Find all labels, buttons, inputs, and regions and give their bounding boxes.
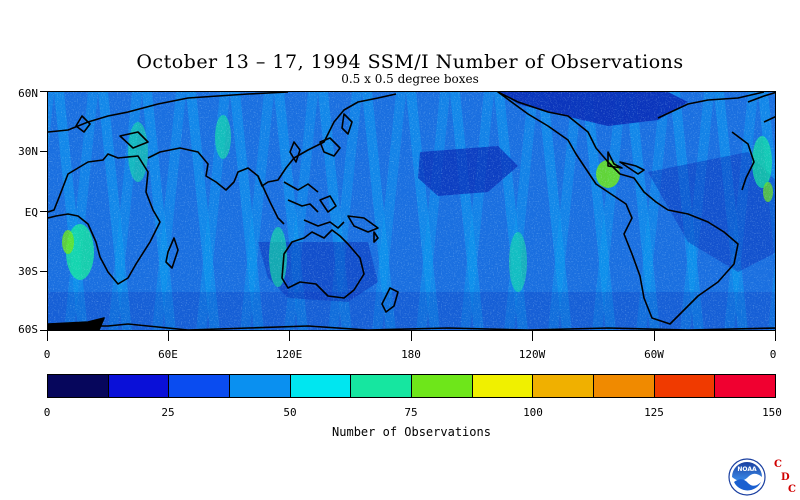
- noaa-cdc-logo[interactable]: NOAA C D C: [728, 456, 798, 498]
- lon-label-120e: 120E: [275, 348, 303, 361]
- colorbar-label-50: 50: [283, 406, 297, 419]
- noaa-text: NOAA: [737, 466, 757, 473]
- colorbar-title: Number of Observations: [332, 425, 491, 439]
- noaa-sky-icon: [732, 462, 762, 481]
- cdc-letter-c1: C: [774, 459, 782, 470]
- page-subtitle: 0.5 x 0.5 degree boxes: [341, 72, 479, 86]
- page-title: October 13 – 17, 1994 SSM/I Number of Ob…: [136, 51, 684, 73]
- colorbar-swatch-8: [533, 375, 595, 397]
- colorbar-swatch-10: [654, 375, 716, 397]
- colorbar-label-25: 25: [161, 406, 175, 419]
- map-svg: [48, 92, 775, 330]
- colorbar-swatch-11: [715, 375, 776, 397]
- lat-tick: [40, 271, 47, 272]
- colorbar-label-75: 75: [404, 406, 418, 419]
- colorbar-swatch-3: [230, 375, 291, 397]
- colorbar-swatch-1: [108, 375, 170, 397]
- lon-label-120w: 120W: [518, 348, 546, 361]
- lat-label-60n: 60N: [18, 87, 38, 100]
- lat-label-60s: 60S: [18, 323, 38, 336]
- lon-tick: [168, 331, 169, 341]
- colorbar-swatch-4: [290, 375, 352, 397]
- lon-tick: [532, 331, 533, 341]
- lat-label-30s: 30S: [18, 265, 38, 278]
- sampling-noise: [48, 92, 775, 330]
- colorbar-label-0: 0: [43, 406, 51, 419]
- lon-label-180: 180: [401, 348, 421, 361]
- colorbar-swatch-6: [412, 375, 473, 397]
- lat-tick: [40, 151, 47, 152]
- colorbar-swatch-9: [594, 375, 655, 397]
- cdc-letter-c2: C: [788, 484, 796, 495]
- lon-tick: [654, 331, 655, 341]
- lon-tick: [47, 331, 48, 341]
- observation-map: [47, 91, 776, 331]
- lon-tick: [775, 331, 776, 341]
- noaa-wave-icon: [734, 479, 761, 491]
- lat-label-eq: EQ: [24, 206, 38, 219]
- lon-tick: [411, 331, 412, 341]
- lat-tick: [40, 330, 47, 331]
- lon-tick: [289, 331, 290, 341]
- colorbar-swatch-0: [48, 375, 109, 397]
- lon-label-0: 0: [43, 348, 51, 361]
- colorbar-label-125: 125: [644, 406, 664, 419]
- lat-tick: [40, 91, 47, 92]
- colorbar-swatch-5: [351, 375, 413, 397]
- lon-label-0-end: 0: [769, 348, 777, 361]
- lon-label-60w: 60W: [644, 348, 664, 361]
- colorbar-swatch-7: [472, 375, 534, 397]
- lon-label-60e: 60E: [158, 348, 178, 361]
- lat-tick: [40, 211, 47, 212]
- colorbar-label-150: 150: [762, 406, 782, 419]
- cdc-letter-d: D: [781, 472, 790, 483]
- coastlines: [48, 92, 775, 330]
- colorbar: [47, 374, 776, 398]
- colorbar-label-100: 100: [523, 406, 543, 419]
- colorbar-swatch-2: [169, 375, 231, 397]
- lat-label-30n: 30N: [18, 145, 38, 158]
